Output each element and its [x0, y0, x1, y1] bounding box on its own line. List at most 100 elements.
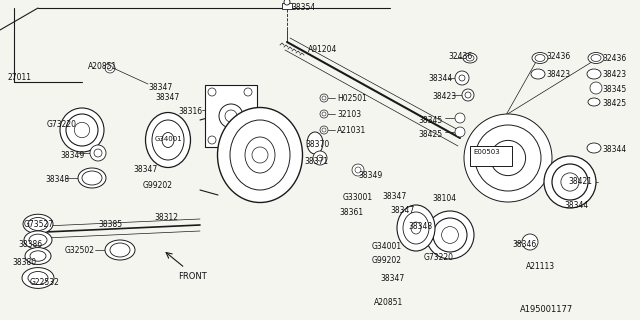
Text: 27011: 27011	[8, 73, 32, 82]
Circle shape	[322, 128, 326, 132]
Text: 38423: 38423	[602, 70, 626, 79]
Circle shape	[544, 156, 596, 208]
Circle shape	[522, 234, 538, 250]
Text: 38425: 38425	[418, 130, 442, 139]
Text: A21031: A21031	[337, 126, 366, 135]
Text: G34001: G34001	[372, 242, 402, 251]
Ellipse shape	[397, 205, 435, 251]
Circle shape	[455, 71, 469, 85]
Circle shape	[90, 145, 106, 161]
Circle shape	[442, 227, 458, 244]
Text: 38354: 38354	[291, 3, 316, 12]
Text: G99202: G99202	[372, 256, 402, 265]
Text: A195001177: A195001177	[520, 305, 573, 314]
Text: 38347: 38347	[133, 165, 157, 174]
Circle shape	[590, 82, 602, 94]
Circle shape	[66, 114, 98, 146]
Circle shape	[355, 167, 361, 173]
Text: 38346: 38346	[512, 240, 536, 249]
Ellipse shape	[23, 214, 53, 234]
Ellipse shape	[411, 222, 421, 234]
Circle shape	[244, 136, 252, 144]
Ellipse shape	[466, 55, 474, 61]
Text: 38425: 38425	[602, 99, 626, 108]
Circle shape	[561, 173, 579, 191]
Bar	[205, 85, 257, 147]
Ellipse shape	[307, 132, 323, 154]
Text: 38349: 38349	[358, 171, 382, 180]
Circle shape	[244, 88, 252, 96]
Text: 38348: 38348	[408, 222, 432, 231]
Text: 38344: 38344	[564, 201, 588, 210]
Circle shape	[352, 164, 364, 176]
Text: 38348: 38348	[45, 175, 69, 184]
Circle shape	[433, 218, 467, 252]
Text: 38421: 38421	[568, 177, 592, 186]
Text: 32103: 32103	[337, 110, 361, 119]
Ellipse shape	[30, 251, 46, 261]
Text: H02501: H02501	[337, 94, 367, 103]
Text: 38104: 38104	[432, 194, 456, 203]
Text: 38344: 38344	[428, 74, 452, 83]
Ellipse shape	[110, 243, 130, 257]
Circle shape	[60, 108, 104, 152]
Text: 38361: 38361	[339, 208, 363, 217]
Text: 38347: 38347	[382, 192, 406, 201]
Ellipse shape	[587, 143, 601, 153]
Ellipse shape	[532, 52, 548, 63]
Ellipse shape	[28, 218, 48, 230]
Ellipse shape	[145, 113, 191, 167]
Circle shape	[459, 75, 465, 81]
Text: A20851: A20851	[374, 298, 403, 307]
Circle shape	[465, 92, 471, 98]
Ellipse shape	[591, 54, 601, 61]
Ellipse shape	[22, 268, 54, 288]
Bar	[282, 3, 292, 9]
Text: A21113: A21113	[526, 262, 555, 271]
Circle shape	[322, 112, 326, 116]
Ellipse shape	[535, 54, 545, 61]
Text: 32436: 32436	[448, 52, 472, 61]
Text: G99202: G99202	[143, 181, 173, 190]
Circle shape	[426, 211, 474, 259]
Circle shape	[455, 127, 465, 137]
Circle shape	[105, 63, 115, 73]
Text: E00503: E00503	[473, 149, 500, 155]
Ellipse shape	[25, 248, 51, 264]
Ellipse shape	[587, 69, 601, 79]
Ellipse shape	[152, 120, 184, 160]
Text: G73220: G73220	[47, 120, 77, 129]
Bar	[470, 146, 512, 166]
Ellipse shape	[245, 137, 275, 173]
Circle shape	[108, 66, 113, 70]
Text: G32502: G32502	[65, 246, 95, 255]
Circle shape	[317, 155, 323, 161]
Text: 38345: 38345	[418, 116, 442, 125]
Circle shape	[322, 96, 326, 100]
Circle shape	[225, 110, 237, 122]
Text: FRONT: FRONT	[178, 272, 207, 281]
Ellipse shape	[28, 271, 48, 284]
Text: 38349: 38349	[60, 151, 84, 160]
Text: G73220: G73220	[424, 253, 454, 262]
Text: 38347: 38347	[155, 93, 179, 102]
Ellipse shape	[105, 240, 135, 260]
Circle shape	[208, 88, 216, 96]
Text: 38370: 38370	[305, 140, 329, 149]
Text: G34001: G34001	[155, 136, 183, 142]
Text: 38347: 38347	[390, 206, 414, 215]
Text: 38316: 38316	[178, 107, 202, 116]
Ellipse shape	[531, 69, 545, 79]
Ellipse shape	[463, 53, 477, 63]
Ellipse shape	[78, 168, 106, 188]
Circle shape	[284, 0, 290, 5]
Circle shape	[475, 125, 541, 191]
Circle shape	[313, 151, 327, 165]
Ellipse shape	[218, 108, 303, 203]
Circle shape	[320, 110, 328, 118]
Circle shape	[208, 136, 216, 144]
Circle shape	[464, 114, 552, 202]
Circle shape	[94, 149, 102, 157]
Text: 38385: 38385	[98, 220, 122, 229]
Circle shape	[320, 94, 328, 102]
